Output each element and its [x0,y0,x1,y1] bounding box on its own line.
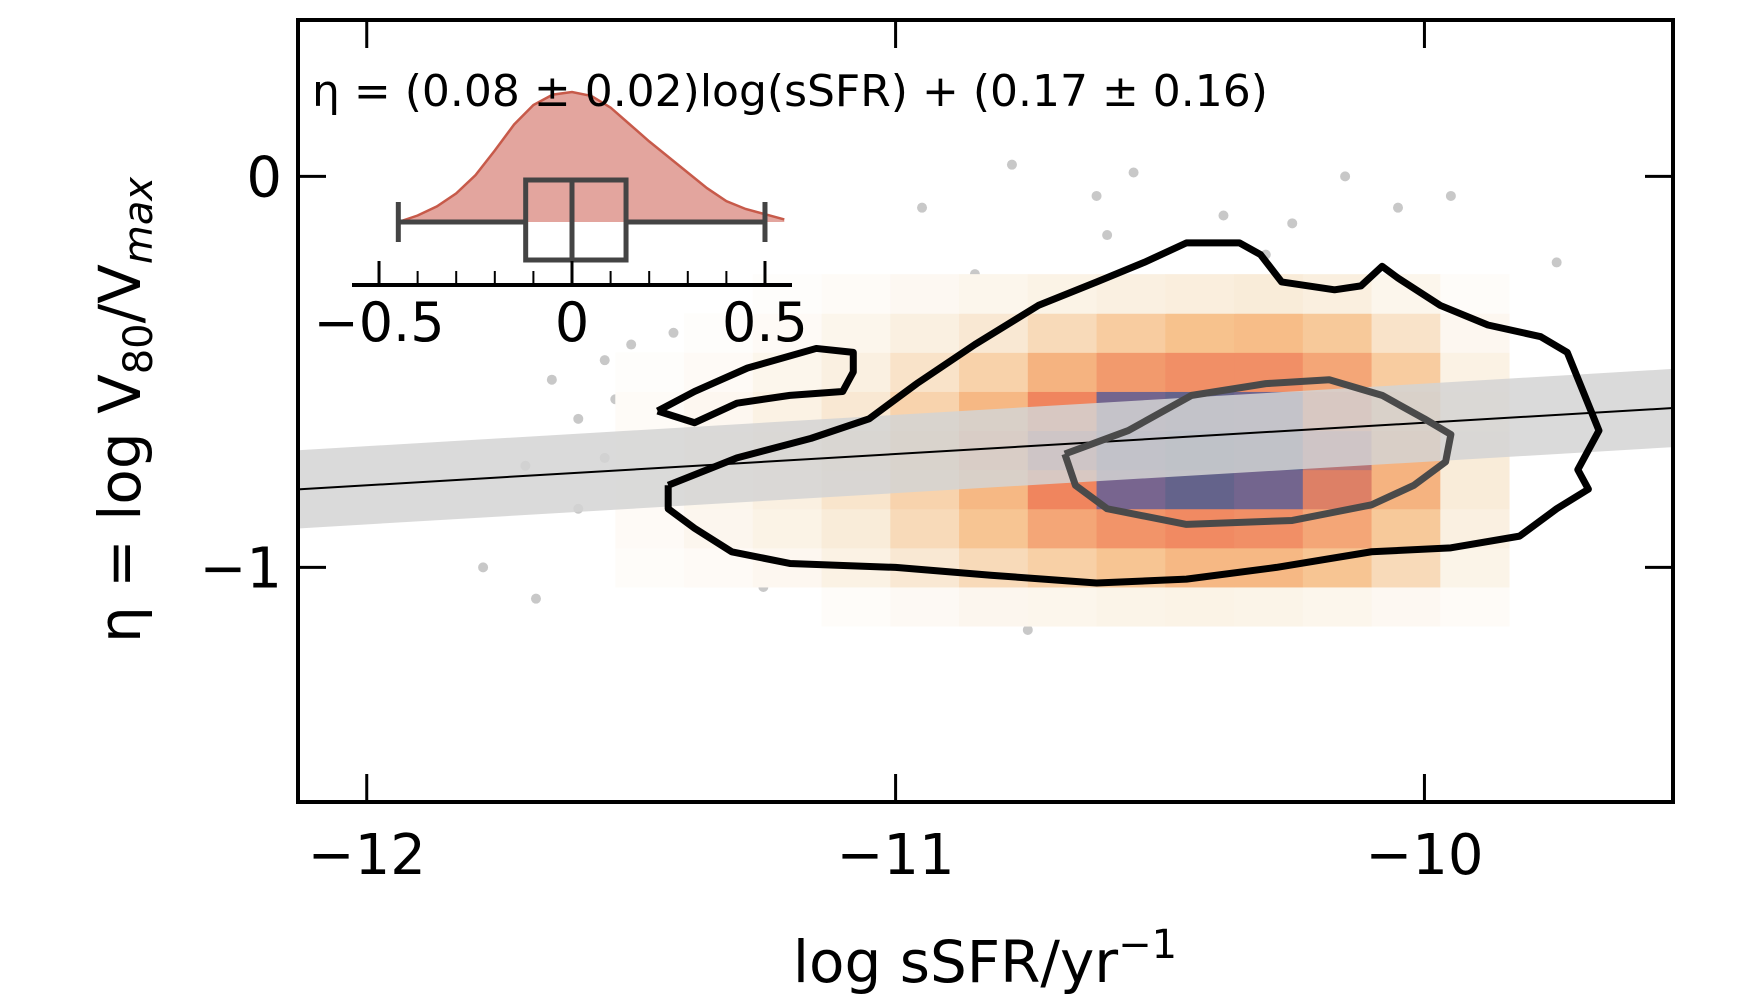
y-axis-label-sub2: max [116,177,162,264]
hist-cell [890,313,960,353]
hist-cell [615,352,685,392]
hist-cell [752,313,823,353]
y-axis-label-mid: /V [86,264,154,324]
scatter-point [1445,190,1456,201]
scatter-point [1128,167,1139,178]
inset-tick-label: 0 [555,291,589,354]
hist-cell [615,547,685,588]
hist-cell [1234,313,1304,353]
hist-cell [1096,352,1166,392]
y-axis-label-pre: η = log V [86,374,154,643]
scatter-point [599,355,610,366]
y-tick-label: −1 [199,536,282,601]
y-tick-label: 0 [246,145,282,210]
y-axis-label-sub1: 80 [116,323,162,374]
island-contour [655,344,857,427]
axes: −12 −11 −10 0 −1 [199,20,1673,888]
hist-cell [1027,508,1098,549]
inset-tick-label: 0.5 [722,291,808,354]
hist-cell [890,508,960,549]
hist-cell [1302,313,1373,353]
inner-contour [1061,376,1455,528]
hist-cell [959,274,1029,314]
scatter-point [668,327,679,338]
scatter-point [1091,190,1102,201]
outer-contour [664,239,1603,587]
scatter-point [1022,624,1033,635]
inset-kde-line [397,90,785,224]
scatter-point [1393,202,1403,213]
scatter-point [478,562,489,573]
scatter-point [530,593,541,604]
hist-cell [1440,469,1510,510]
hist-cell [1096,586,1166,627]
hist-cell [1234,508,1304,549]
hist-cell [1027,352,1098,392]
hist-cell [615,391,685,432]
hist-cell [959,508,1029,549]
hist-cell [1234,586,1304,627]
plot-area: −0.5 0 0.5 [298,90,1673,635]
contour-layer [655,239,1603,587]
x-axis-label: log sSFR/yr−1 [793,922,1177,996]
hist-cell [821,274,891,314]
scatter-point [1006,159,1017,170]
scatter-point [546,374,557,385]
hist-cell [1234,469,1304,510]
hist-cell [1302,469,1373,510]
hist-cell [1165,352,1235,392]
scatter-point [626,339,637,350]
hist-cell [821,586,891,627]
fit-line [298,407,1673,491]
x-axis-label-main: log sSFR/yr [793,928,1118,996]
inset-distribution: −0.5 0 0.5 [313,90,808,354]
hist-cell [1371,586,1441,627]
x-tick-label: −12 [308,823,426,888]
y-axis-label: η = log V80/Vmax [86,177,162,643]
hist-cell [1165,586,1235,627]
hist-cell [1165,274,1235,314]
hist-cell [1440,547,1510,588]
hist-cell [821,508,891,549]
hist-cell [959,547,1029,588]
hist-cell [752,508,823,549]
scatter-point [917,202,928,213]
hist-cell [1371,313,1441,353]
hist-cell [1027,313,1098,353]
hist-cell [684,313,754,353]
hist-cell [959,352,1029,392]
hist-cell [959,586,1029,627]
hist-cell [1302,274,1373,314]
scatter-point [573,413,584,424]
inset-tick-label: −0.5 [313,291,444,354]
hist-cell [1371,508,1441,549]
hist-cell [890,274,960,314]
x-tick-label: −10 [1365,823,1483,888]
hist-cell [1302,586,1373,627]
x-tick-label: −11 [837,823,955,888]
fit-line-layer [298,407,1673,491]
scatter-point [1287,218,1298,229]
scatter-point [1551,257,1562,268]
hist-cell [890,586,960,627]
fit-equation: η = (0.08 ± 0.02)log(sSFR) + (0.17 ± 0.1… [312,66,1268,117]
plot-frame [296,18,1675,804]
hist-cell [1440,586,1510,627]
hist-cell [1096,313,1166,353]
scatter-point [1218,210,1229,221]
hist-cell [1234,274,1304,314]
scatter-point [1102,230,1113,241]
hist-cell [1165,313,1235,353]
inset-kde-fill [398,92,785,222]
hist-cell [1165,508,1235,549]
scatter-point [1340,171,1351,182]
hist-cell [821,313,891,353]
hist-cell [1027,586,1098,627]
x-axis-label-exponent: −1 [1118,922,1177,968]
